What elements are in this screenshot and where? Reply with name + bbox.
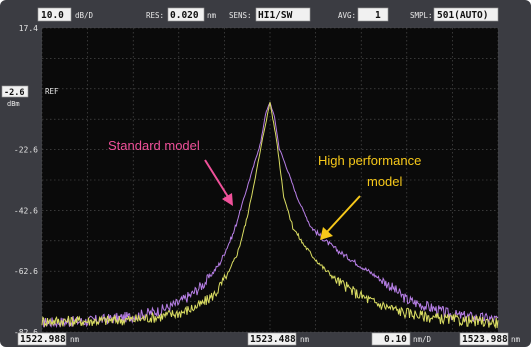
ref-label: REF (45, 87, 59, 96)
high-performance-label-line1: High performance (318, 153, 421, 168)
y-tick-label: -62.6 (14, 267, 38, 276)
start-value: 1522.988 (20, 334, 66, 345)
ref-unit: dBm (7, 100, 20, 108)
y-axis-ticks: 17.4 -22.6 -42.6 -62.6 -82.6 (14, 24, 38, 337)
scale-value: 10.0 (41, 10, 64, 21)
y-tick-label: -42.6 (14, 206, 38, 215)
avg-value-box (357, 7, 389, 22)
grid (41, 27, 499, 333)
high-performance-arrowhead (320, 227, 333, 240)
sens-value: HI1/SW (258, 10, 293, 21)
high-performance-trace (41, 102, 499, 330)
y-tick-label: -22.6 (14, 146, 38, 155)
sens-value-box (255, 7, 311, 22)
res-unit: nm (207, 11, 217, 20)
traces (41, 101, 499, 330)
standard-model-arrow (204, 159, 231, 201)
standard-model-arrowhead (222, 193, 233, 206)
stop-unit: nm (511, 335, 521, 344)
scale-unit: dB/D (75, 11, 94, 20)
high-performance-label-line2: model (367, 174, 403, 189)
sens-label: SENS: (229, 11, 252, 20)
y-tick-label: -82.6 (14, 328, 38, 337)
center-value: 1523.488 (250, 334, 296, 345)
scale-value-box (37, 7, 72, 22)
avg-value: 1 (375, 10, 381, 21)
stop-value: 1523.988 (462, 334, 508, 345)
smpl-label: SMPL: (410, 11, 433, 20)
standard-model-label: Standard model (108, 138, 200, 153)
res-value: 0.020 (170, 10, 199, 21)
start-value-box (17, 332, 67, 346)
res-value-box (167, 7, 205, 22)
avg-label: AVG: (338, 11, 356, 20)
y-tick-label: 17.4 (19, 24, 38, 33)
res-label: RES: (146, 11, 164, 20)
span-unit: nm/D (413, 335, 432, 344)
span-value-box (371, 332, 411, 346)
ref-value-box (1, 85, 29, 98)
stop-value-box (459, 332, 509, 346)
span-value: 0.10 (384, 334, 407, 345)
center-value-box (247, 332, 297, 346)
smpl-value: 501(AUTO) (437, 10, 488, 21)
ref-value: -2.6 (4, 88, 24, 98)
start-unit: nm (70, 335, 80, 344)
smpl-value-box (433, 7, 499, 22)
high-performance-arrow (325, 195, 361, 234)
center-unit: nm (300, 335, 310, 344)
